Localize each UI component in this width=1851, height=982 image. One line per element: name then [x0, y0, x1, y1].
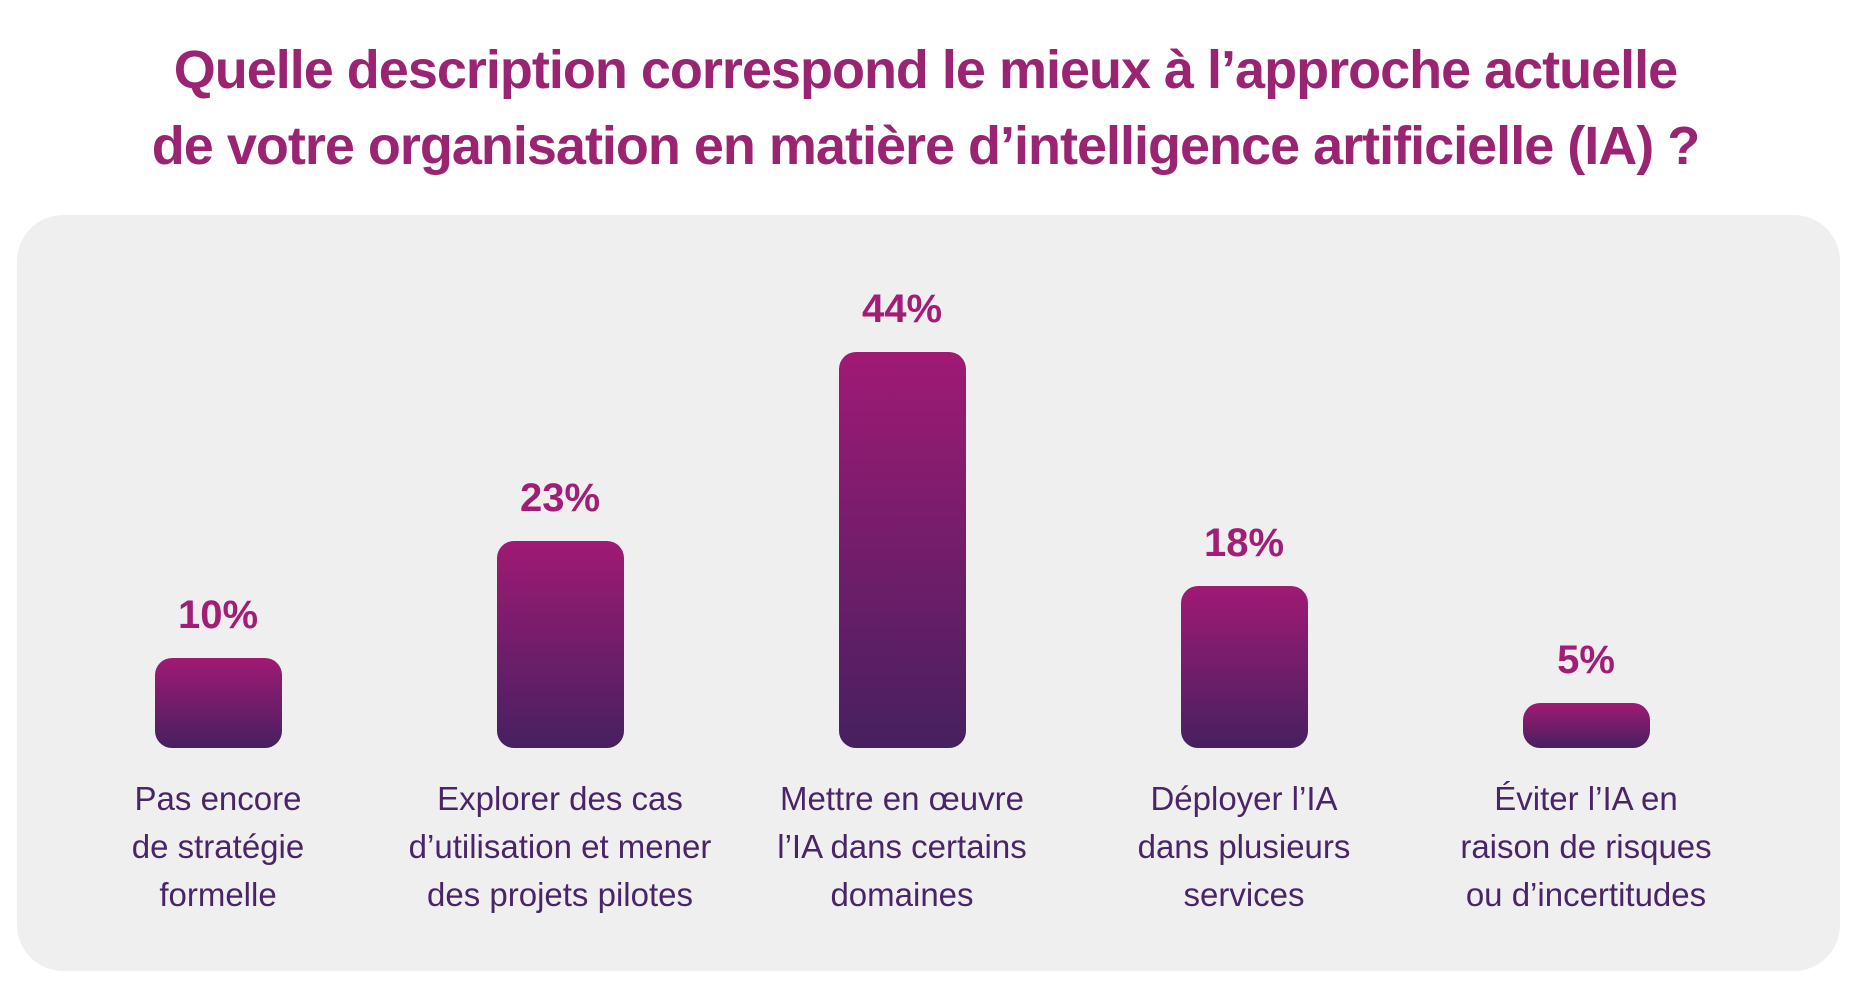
category-labels-row: Pas encore de stratégie formelle Explore… — [47, 775, 1757, 919]
bars-row: 10% 23% 44% 18% 5% — [47, 215, 1757, 748]
category-label-line: de stratégie — [131, 828, 305, 865]
category-label-line: services — [1183, 876, 1305, 913]
category-label-4: Déployer l’IA dans plusieurs services — [1073, 775, 1415, 919]
chart-panel: 10% 23% 44% 18% 5% Pas encore — [17, 215, 1840, 971]
category-label-line: ou d’incertitudes — [1465, 876, 1707, 913]
category-label-line: domaines — [830, 876, 974, 913]
category-label-line: des projets pilotes — [427, 876, 693, 913]
bar-group-1: 10% — [47, 595, 389, 748]
value-label-3: 44% — [861, 287, 943, 331]
page-title-line-1: Quelle description correspond le mieux à… — [173, 39, 1678, 100]
value-label-4: 18% — [1203, 521, 1285, 565]
bar-group-2: 23% — [389, 478, 731, 748]
category-label-1: Pas encore de stratégie formelle — [47, 775, 389, 919]
value-label-1: 10% — [177, 593, 259, 637]
category-label-line: Déployer l’IA — [1150, 780, 1338, 817]
category-label-line: Éviter l’IA en — [1494, 780, 1678, 817]
category-label-line: Pas encore — [134, 780, 302, 817]
bar-3 — [838, 352, 966, 748]
bar-5 — [1522, 703, 1650, 748]
category-label-line: Mettre en œuvre — [780, 780, 1024, 817]
value-label-2: 23% — [519, 476, 601, 520]
category-label-5: Éviter l’IA en raison de risques ou d’in… — [1415, 775, 1757, 919]
bar-4 — [1180, 586, 1308, 748]
category-label-line: d’utilisation et mener — [408, 828, 712, 865]
page-title: Quelle description correspond le mieux à… — [151, 32, 1700, 184]
bar-group-4: 18% — [1073, 523, 1415, 748]
category-label-line: formelle — [159, 876, 277, 913]
bar-1 — [154, 658, 282, 748]
bar-2 — [496, 541, 624, 748]
value-label-5: 5% — [1557, 638, 1615, 682]
category-label-3: Mettre en œuvre l’IA dans certains domai… — [731, 775, 1073, 919]
category-label-line: dans plusieurs — [1137, 828, 1351, 865]
category-label-line: raison de risques — [1460, 828, 1712, 865]
category-label-line: Explorer des cas — [437, 780, 683, 817]
page-title-line-2: de votre organisation en matière d’intel… — [151, 115, 1700, 176]
category-label-line: l’IA dans certains — [777, 828, 1027, 865]
bar-group-3: 44% — [731, 289, 1073, 748]
category-label-2: Explorer des cas d’utilisation et mener … — [389, 775, 731, 919]
bar-group-5: 5% — [1415, 640, 1757, 748]
title-block: Quelle description correspond le mieux à… — [0, 0, 1851, 215]
